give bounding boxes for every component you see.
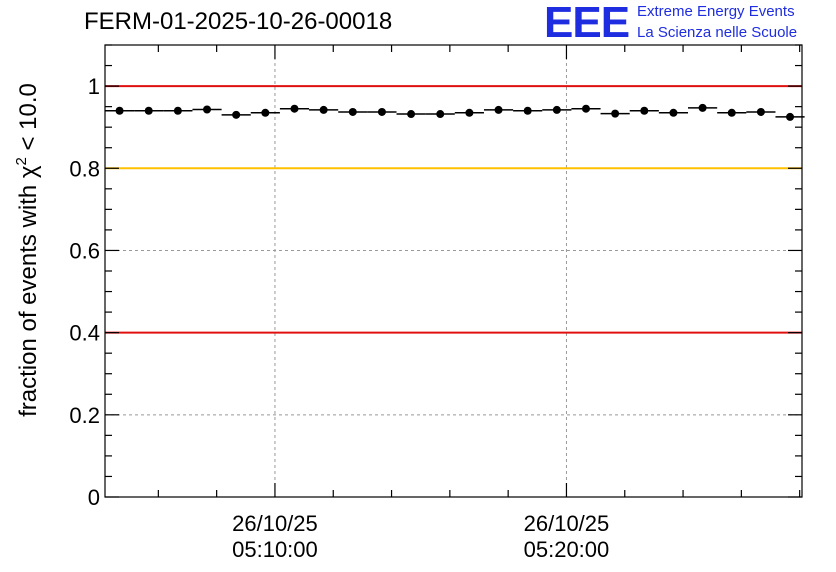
data-series [105,103,805,121]
data-point [581,104,590,113]
x-tick-label-time: 05:10:00 [232,537,318,562]
reference-lines [105,85,802,334]
y-axis-label-superscript: 2 [13,157,30,165]
grid [105,45,802,497]
data-point [669,108,678,117]
data-point [727,108,736,117]
data-point [407,110,416,119]
data-point [552,105,561,114]
data-point [290,104,299,113]
data-point [698,103,707,112]
data-point [611,109,620,118]
data-point [144,106,153,115]
y-tick-label: 0.2 [69,403,100,428]
data-point [640,106,649,115]
logo-subtitle-line1: Extreme Energy Events [637,3,795,20]
data-point [319,105,328,114]
data-point [436,110,445,119]
data-point [465,108,474,117]
data-point [115,106,124,115]
y-axis-label-suffix: < 10.0 [15,83,42,157]
y-tick-label: 0.4 [69,321,100,346]
axes: 00.20.40.60.8126/10/2505:10:0026/10/2505… [69,44,802,562]
y-tick-label: 0.8 [69,156,100,181]
y-tick-label: 1 [88,74,100,99]
data-point [786,112,795,121]
plot-frame [104,44,803,498]
logo-subtitle-line2: La Scienza nelle Scuole [637,24,798,41]
data-point [348,107,357,116]
data-point [173,106,182,115]
y-axis-label: fraction of events with χ2 < 10.0 [13,83,42,417]
data-point [523,106,532,115]
data-point [494,105,503,114]
data-point [377,107,386,116]
run-title: FERM-01-2025-10-26-00018 [84,8,393,35]
y-axis-label-prefix: fraction of events with χ [15,165,42,417]
x-tick-label-date: 26/10/25 [524,511,610,536]
x-tick-label-date: 26/10/25 [232,511,318,536]
eee-logo: EEE [544,0,630,47]
y-tick-label: 0 [88,485,100,510]
data-point [203,105,212,114]
x-tick-label-time: 05:20:00 [524,537,610,562]
data-point [756,107,765,116]
y-tick-label: 0.6 [69,238,100,263]
data-point [261,108,270,117]
data-point [232,110,241,119]
